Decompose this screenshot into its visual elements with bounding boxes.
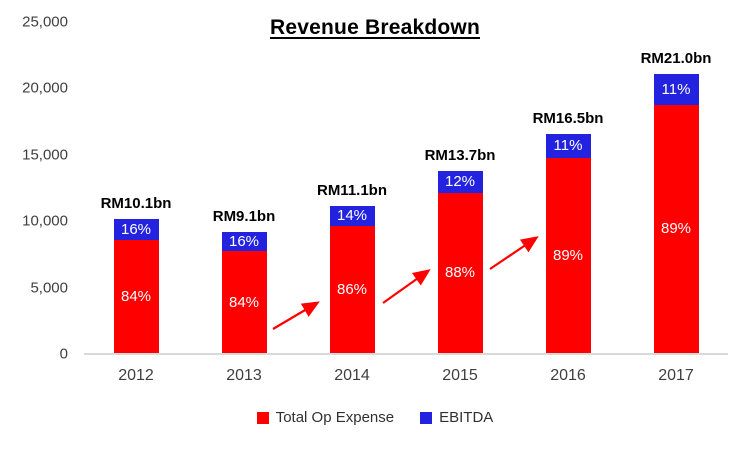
total-value-label: RM21.0bn (640, 50, 712, 68)
ebitda-segment: 11% (653, 74, 699, 105)
total-value-label: RM10.1bn (100, 194, 172, 212)
bar-2016: 11% 89% (545, 133, 591, 353)
legend-label: Total Op Expense (275, 409, 395, 426)
total-value-label: RM11.1bn (316, 181, 388, 199)
ebitda-segment: 11% (545, 133, 591, 158)
x-axis-line (84, 353, 728, 355)
legend-label: EBITDA (439, 409, 494, 426)
total-value-label: RM16.5bn (532, 109, 604, 127)
ebitda-segment: 14% (329, 205, 375, 227)
growth-arrow (489, 236, 539, 270)
total-value-label: RM13.7bn (424, 147, 496, 165)
y-tick-label: 10,000 (22, 212, 68, 230)
legend-item-ebitda: EBITDA (420, 409, 493, 426)
op-expense-segment: 88% (437, 192, 483, 353)
ebitda-segment: 16% (221, 232, 267, 252)
y-tick-label: 5,000 (30, 279, 68, 297)
x-tick-label: 2012 (118, 367, 154, 384)
ebitda-segment: 12% (437, 171, 483, 193)
y-tick-label: 0 (59, 345, 68, 363)
legend-swatch-icon (420, 411, 433, 424)
x-tick-label: 2017 (658, 367, 694, 384)
growth-arrow (272, 301, 320, 330)
op-expense-segment: 89% (653, 104, 699, 353)
total-value-label: RM9.1bn (212, 208, 276, 226)
op-expense-segment: 86% (329, 226, 375, 353)
legend-item-total-op-expense: Total Op Expense (256, 409, 395, 426)
chart-title: Revenue Breakdown (270, 16, 480, 39)
op-expense-segment: 84% (221, 251, 267, 353)
op-expense-segment: 84% (113, 240, 159, 353)
y-tick-label: 15,000 (22, 146, 68, 164)
ebitda-segment: 16% (113, 218, 159, 241)
x-tick-label: 2015 (442, 367, 478, 384)
bar-2013: 16% 84% (221, 232, 267, 353)
bar-2017: 11% 89% (653, 74, 699, 353)
y-tick-label: 25,000 (22, 13, 68, 31)
x-tick-label: 2016 (550, 367, 586, 384)
legend-swatch-icon (256, 411, 269, 424)
bar-2012: 16% 84% (113, 218, 159, 353)
op-expense-segment: 89% (545, 157, 591, 353)
y-tick-label: 20,000 (22, 79, 68, 97)
bar-2015: 12% 88% (437, 171, 483, 353)
bar-2014: 14% 86% (329, 205, 375, 353)
growth-arrow (382, 269, 431, 304)
x-tick-label: 2013 (226, 367, 262, 384)
x-tick-label: 2014 (334, 367, 370, 384)
legend: Total Op Expense EBITDA (0, 409, 750, 426)
